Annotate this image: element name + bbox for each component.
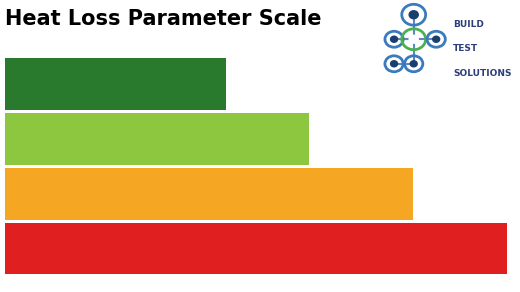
Circle shape	[391, 36, 397, 42]
Circle shape	[433, 36, 439, 42]
Circle shape	[409, 35, 418, 43]
Text: Heat Loss Parameter Scale: Heat Loss Parameter Scale	[5, 9, 322, 29]
Circle shape	[410, 61, 417, 67]
Text: Poor: 3+: Poor: 3+	[13, 240, 94, 258]
Text: Good: 1-2: Good: 1-2	[13, 130, 104, 148]
Text: SOLUTIONS: SOLUTIONS	[453, 69, 512, 78]
Circle shape	[391, 61, 397, 67]
Text: BUILD: BUILD	[453, 20, 484, 29]
Text: Average: 2-3: Average: 2-3	[13, 185, 133, 203]
Text: TEST: TEST	[453, 44, 478, 53]
Circle shape	[409, 11, 418, 19]
Text: Excellent: 0-1: Excellent: 0-1	[13, 75, 141, 93]
